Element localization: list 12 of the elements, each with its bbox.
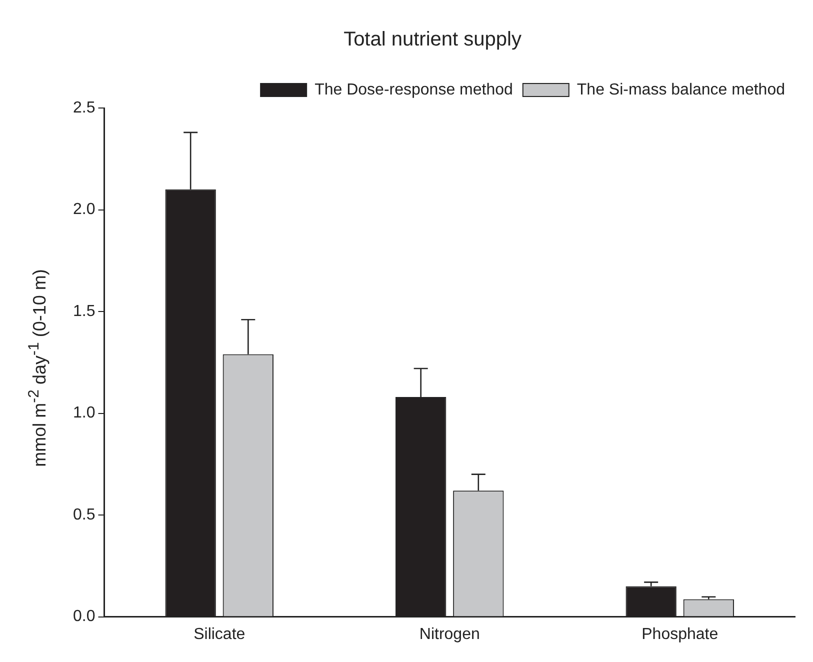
y-tick-label: 0.5 xyxy=(72,506,96,524)
y-tick-label: 1.5 xyxy=(72,302,96,320)
x-tick-label: Nitrogen xyxy=(419,626,480,643)
y-tick-label: 1.0 xyxy=(72,404,96,422)
x-tick-label: Silicate xyxy=(194,626,246,643)
legend-label: The Si-mass balance method xyxy=(576,81,786,98)
y-tick-label: 2.5 xyxy=(72,99,96,116)
y-tick-label: 2.0 xyxy=(72,201,96,218)
chart-title: Total nutrient supply xyxy=(344,28,522,51)
x-tick-label: Phosphate xyxy=(642,626,718,643)
legend-label: The Dose-response method xyxy=(314,81,513,98)
y-tick-label: 0.0 xyxy=(72,608,96,626)
